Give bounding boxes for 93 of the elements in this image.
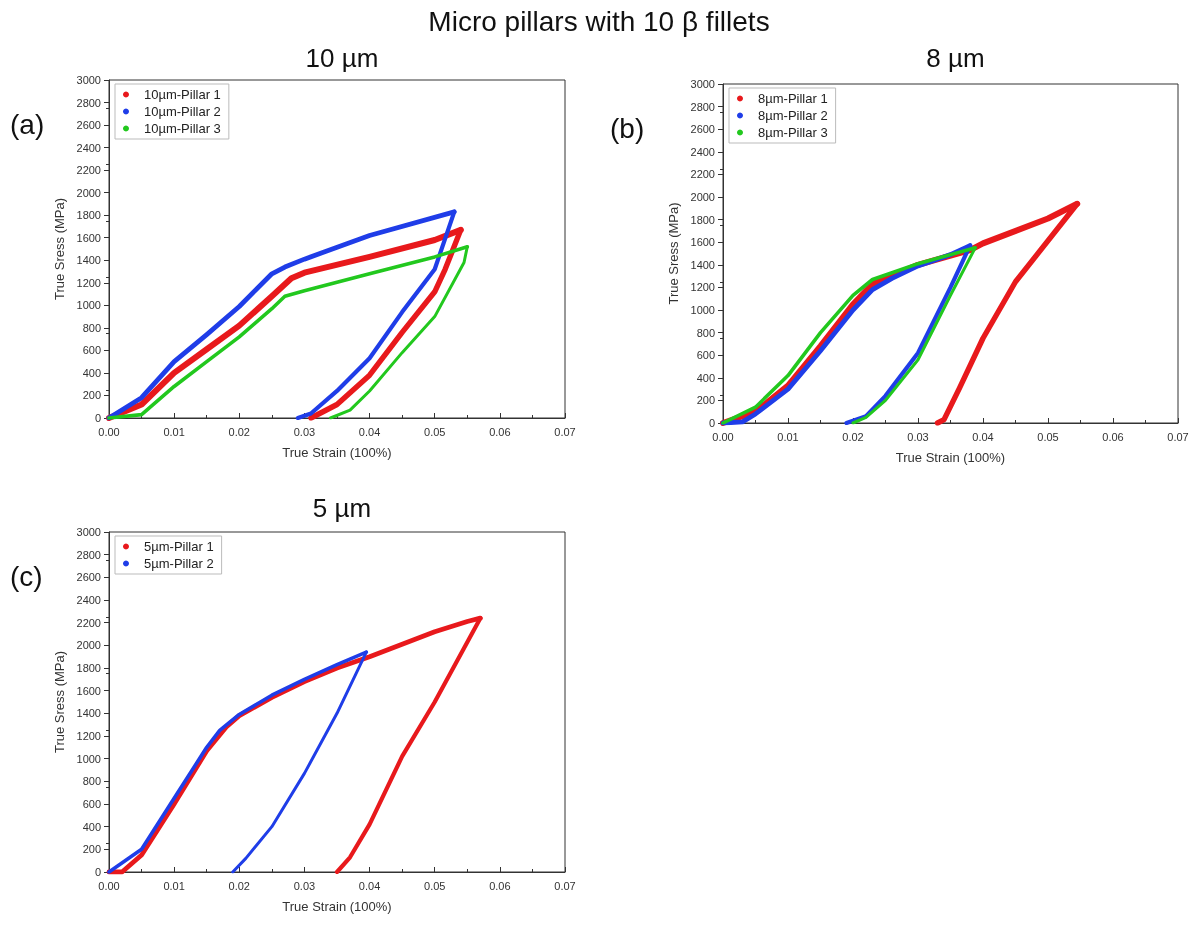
y-axis-title: True Sress (MPa) — [665, 202, 681, 305]
legend-label: 10µm-Pillar 3 — [144, 121, 221, 136]
y-tick-label: 200 — [82, 843, 101, 856]
y-tick-label: 800 — [82, 321, 101, 334]
chart-title: 5 µm — [312, 493, 372, 523]
y-tick-label: 2000 — [690, 191, 715, 203]
y-tick-label: 3000 — [76, 526, 101, 538]
x-tick-label: 0.02 — [228, 879, 250, 892]
x-tick-label: 0.03 — [293, 879, 316, 892]
y-tick-label: 1200 — [76, 276, 101, 289]
y-tick-label: 1200 — [690, 281, 715, 294]
y-tick-label: 1400 — [690, 258, 715, 271]
x-axis-title: True Strain (100%) — [282, 899, 392, 914]
x-tick-label: 0.01 — [163, 425, 185, 438]
legend-label: 5µm-Pillar 2 — [144, 556, 214, 571]
y-tick-label: 1800 — [690, 213, 715, 226]
y-tick-label: 2000 — [76, 186, 101, 199]
y-tick-label: 2400 — [690, 145, 715, 158]
x-axis-title: True Strain (100%) — [282, 445, 392, 460]
y-tick-label: 400 — [82, 366, 101, 379]
legend-label: 8µm-Pillar 2 — [758, 108, 828, 123]
y-tick-label: 3000 — [76, 74, 101, 86]
x-tick-label: 0.04 — [972, 430, 994, 443]
y-tick-label: 2000 — [76, 639, 101, 652]
y-tick-label: 600 — [82, 344, 101, 357]
x-tick-label: 0.00 — [98, 425, 120, 438]
text: (b) — [610, 112, 645, 144]
y-tick-label: 800 — [696, 326, 715, 339]
y-tick-label: 1000 — [690, 304, 715, 316]
y-tick-label: 1800 — [76, 662, 101, 674]
x-tick-label: 0.00 — [712, 430, 734, 443]
x-axis-title: True Strain (100%) — [895, 450, 1006, 465]
y-axis-title: True Sress (MPa) — [51, 197, 67, 301]
x-tick-label: 0.05 — [1037, 430, 1059, 443]
text: (a) — [10, 108, 45, 140]
x-tick-label: 0.06 — [1102, 430, 1124, 443]
y-tick-label: 400 — [82, 820, 101, 833]
text: Micro pillars with 10 β fillets — [427, 6, 771, 38]
y-axis-title: True Sress (MPa) — [51, 650, 67, 754]
x-tick-label: 0.06 — [489, 425, 511, 438]
y-tick-label: 0 — [708, 417, 715, 429]
y-tick-label: 1000 — [76, 752, 101, 765]
legend-label: 10µm-Pillar 2 — [144, 104, 221, 119]
y-tick-label: 2600 — [76, 119, 101, 132]
x-tick-label: 0.04 — [358, 425, 381, 438]
y-tick-label: 1000 — [76, 299, 101, 312]
x-tick-label: 0.02 — [228, 425, 250, 438]
x-tick-label: 0.01 — [163, 879, 185, 892]
y-tick-label: 2400 — [76, 594, 101, 606]
y-tick-label: 2600 — [690, 123, 715, 136]
y-tick-label: 0 — [94, 866, 101, 878]
y-tick-label: 1600 — [76, 231, 101, 244]
y-tick-label: 2800 — [690, 100, 715, 113]
chart-title: 10 µm — [305, 43, 379, 73]
x-tick-label: 0.04 — [358, 879, 381, 892]
x-tick-label: 0.03 — [293, 425, 316, 438]
x-tick-label: 0.07 — [1167, 430, 1189, 443]
x-tick-label: 0.06 — [489, 879, 511, 892]
legend-label: 8µm-Pillar 3 — [758, 125, 828, 140]
text: (c) — [10, 560, 43, 592]
x-tick-label: 0.02 — [842, 430, 864, 443]
x-tick-label: 0.01 — [777, 430, 799, 443]
y-tick-label: 1400 — [76, 707, 101, 720]
x-tick-label: 0.07 — [554, 425, 576, 438]
x-tick-label: 0.07 — [554, 879, 576, 892]
x-tick-label: 0.00 — [98, 879, 120, 892]
x-tick-label: 0.03 — [907, 430, 929, 443]
y-tick-label: 2200 — [690, 168, 715, 181]
y-tick-label: 200 — [696, 394, 715, 407]
y-tick-label: 2800 — [76, 548, 101, 561]
y-tick-label: 0 — [94, 412, 101, 424]
legend-label: 8µm-Pillar 1 — [758, 91, 828, 106]
y-tick-label: 600 — [696, 349, 715, 362]
y-tick-label: 1800 — [76, 209, 101, 222]
y-tick-label: 400 — [696, 371, 715, 384]
x-tick-label: 0.05 — [424, 425, 446, 438]
y-tick-label: 1600 — [690, 236, 715, 249]
y-tick-label: 1600 — [76, 684, 101, 697]
y-tick-label: 3000 — [690, 78, 715, 90]
y-tick-label: 800 — [82, 775, 101, 788]
legend-label: 10µm-Pillar 1 — [144, 87, 221, 102]
y-tick-label: 2400 — [76, 141, 101, 154]
y-tick-label: 200 — [82, 389, 101, 402]
y-tick-label: 2600 — [76, 571, 101, 584]
y-tick-label: 1200 — [76, 730, 101, 742]
x-tick-label: 0.05 — [424, 879, 446, 892]
y-tick-label: 2200 — [76, 164, 101, 177]
y-tick-label: 2200 — [76, 616, 101, 629]
y-tick-label: 2800 — [76, 96, 101, 109]
legend-label: 5µm-Pillar 1 — [144, 539, 214, 554]
y-tick-label: 1400 — [76, 254, 101, 267]
chart-title: 8 µm — [926, 43, 985, 73]
y-tick-label: 600 — [82, 798, 101, 810]
